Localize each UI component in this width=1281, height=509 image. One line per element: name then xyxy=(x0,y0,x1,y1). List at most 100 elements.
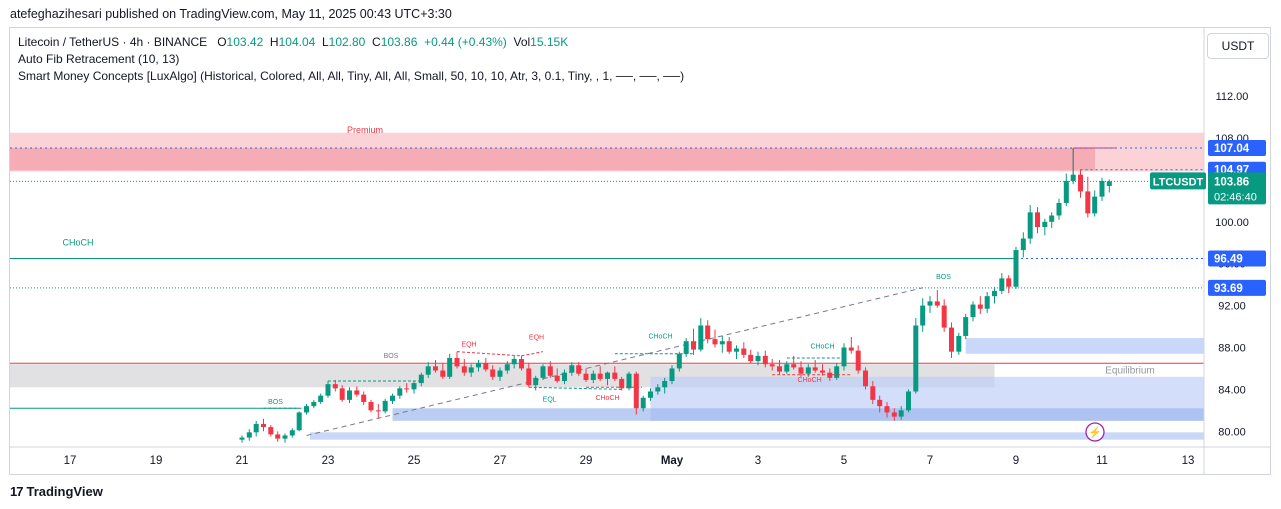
price-tag xyxy=(1208,250,1266,267)
candle-body xyxy=(941,305,947,328)
equilibrium-label: Equilibrium xyxy=(1105,366,1154,377)
candle-body xyxy=(526,368,532,386)
smc-zones xyxy=(10,132,1204,440)
candle-body xyxy=(762,355,768,365)
time-tick: 7 xyxy=(927,455,933,467)
close-label: C xyxy=(372,35,381,49)
eqh-label: EQH xyxy=(461,342,476,349)
candle-body xyxy=(841,347,847,367)
candle-body xyxy=(906,391,911,411)
candle-body xyxy=(397,388,403,396)
price-tick: 88.00 xyxy=(1218,342,1246,354)
candle-body xyxy=(268,427,274,435)
currency-button[interactable]: USDT xyxy=(1207,33,1269,59)
demand-zone xyxy=(965,338,1204,354)
candle-body xyxy=(1063,180,1069,203)
change-value: +0.44 (+0.43%) xyxy=(424,35,507,49)
candle-body xyxy=(511,359,517,365)
candle-body xyxy=(253,423,259,433)
candle-body xyxy=(1013,250,1019,287)
candle-body xyxy=(784,364,790,372)
candle-body xyxy=(848,347,854,351)
indicator-smc[interactable]: Smart Money Concepts [LuxAlgo] (Historic… xyxy=(18,69,685,83)
candle-body xyxy=(655,387,661,392)
candle-body xyxy=(1070,174,1076,181)
candle-body xyxy=(633,373,639,409)
close-value: 103.86 xyxy=(380,35,418,49)
candle-body xyxy=(741,348,747,355)
candle-body xyxy=(648,391,653,398)
candle-body xyxy=(246,432,252,438)
candle-body xyxy=(712,339,718,345)
candle-body xyxy=(820,370,825,373)
eql-label: EQL xyxy=(543,396,557,403)
candle-body xyxy=(1092,196,1098,214)
open-value: 103.42 xyxy=(226,35,264,49)
candle-body xyxy=(1085,191,1091,214)
candle-body xyxy=(812,367,818,371)
chart-legend: Litecoin / TetherUS · 4h · BINANCE O103.… xyxy=(18,34,684,85)
candle-body xyxy=(239,437,245,440)
candle-body xyxy=(433,366,438,371)
candle-body xyxy=(626,373,632,389)
price-tick: 80.00 xyxy=(1218,426,1246,438)
candle-body xyxy=(468,367,474,373)
candle-body xyxy=(877,399,883,407)
candle-body xyxy=(898,410,904,417)
choch-label: CHoCH xyxy=(62,238,93,248)
brand-name: TradingView xyxy=(26,484,103,499)
candle-body xyxy=(576,365,582,374)
candle-body xyxy=(669,368,675,382)
candle-body xyxy=(382,400,388,412)
candle-body xyxy=(984,296,990,309)
candle-body xyxy=(891,412,897,417)
symbol-tag xyxy=(1150,172,1206,190)
candle-body xyxy=(1027,212,1033,239)
candle-body xyxy=(791,364,797,368)
time-tick: 19 xyxy=(150,455,163,467)
candle-body xyxy=(863,370,868,387)
candle-body xyxy=(870,386,876,400)
premium-label: Premium xyxy=(347,125,383,135)
time-tick: 3 xyxy=(755,455,761,467)
smc-annotations: Premium Equilibrium CHoCH BOS BOS BOS EQH EQH EQ… xyxy=(62,125,1155,442)
price-tag xyxy=(1208,279,1266,296)
candle-body xyxy=(597,373,603,379)
candle-body xyxy=(282,435,288,439)
candle-body xyxy=(440,370,446,377)
candle-body xyxy=(920,305,926,326)
candle-body xyxy=(619,378,625,389)
candle-body xyxy=(339,388,345,400)
candle-body xyxy=(605,372,610,379)
symbol-tag-text: LTCUSDT xyxy=(1153,176,1204,188)
candle-body xyxy=(447,357,453,377)
candle-body xyxy=(1020,238,1026,251)
candle-body xyxy=(927,301,933,306)
time-tick: 27 xyxy=(494,455,507,467)
candle-body xyxy=(497,370,503,377)
candle-body xyxy=(533,377,539,386)
high-label: H xyxy=(269,35,279,49)
candle-body xyxy=(1099,180,1105,197)
price-tick: 100.00 xyxy=(1215,217,1249,229)
indicator-fib[interactable]: Auto Fib Retracement (10, 13) xyxy=(18,52,180,66)
candle-body xyxy=(390,395,395,401)
high-value: 104.04 xyxy=(278,35,316,49)
candle-body xyxy=(354,390,360,395)
candle-body xyxy=(1035,212,1040,228)
candle-body xyxy=(1106,181,1112,186)
candle-body xyxy=(999,278,1005,291)
candle-body xyxy=(705,325,711,340)
time-tick: 9 xyxy=(1013,455,1019,467)
candle-body xyxy=(834,366,840,378)
candle-body xyxy=(562,372,567,382)
candle-body xyxy=(490,369,496,377)
candle-body xyxy=(261,423,266,428)
candle-body xyxy=(805,367,811,374)
candle-body xyxy=(275,434,281,439)
candle-body xyxy=(1006,278,1012,287)
candle-body xyxy=(590,373,596,380)
choch-label: CHoCH xyxy=(648,333,672,340)
symbol-title[interactable]: Litecoin / TetherUS · 4h · BINANCE xyxy=(18,35,208,49)
